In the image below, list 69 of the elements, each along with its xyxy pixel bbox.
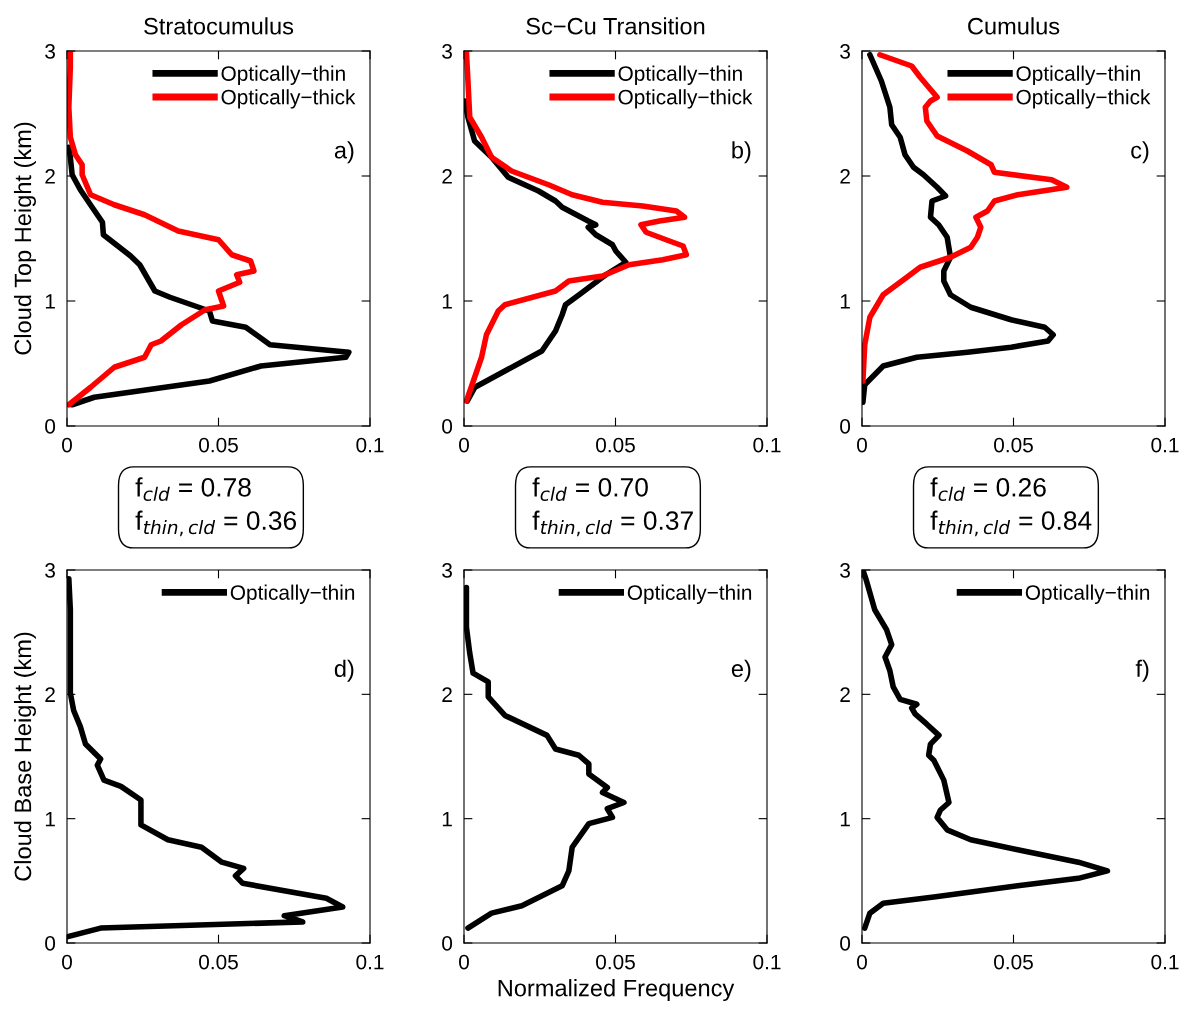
- y-tick-label: 2: [442, 687, 452, 702]
- text: f$_{thin,cld}$ = 0.37: [532, 510, 693, 537]
- x-tick-label: 0: [459, 954, 469, 970]
- x-axis-title: Normalized Frequency: [498, 979, 735, 1002]
- legend-label: Optically−thick: [618, 89, 753, 109]
- legend-label: Optically−thin: [230, 584, 355, 604]
- x-tick-label: 0.1: [753, 437, 781, 453]
- text: f$_{cld}$ = 0.70: [532, 477, 648, 501]
- legend-label: Optically−thin: [221, 65, 345, 85]
- annotation: b): [732, 141, 751, 164]
- x-tick-label: 0: [62, 437, 72, 453]
- y-axis-title: Cloud Base Height (km): [13, 632, 36, 881]
- chart-title: Stratocumulus: [144, 17, 294, 35]
- text: f$_{cld}$ = 0.26: [930, 477, 1046, 501]
- y-tick-label: 3: [442, 44, 452, 59]
- x-tick-label: 0.1: [356, 954, 384, 970]
- text: f$_{thin,cld}$ = 0.84: [930, 510, 1092, 537]
- x-tick-label: 0.05: [994, 437, 1033, 453]
- y-tick-label: 0: [442, 936, 453, 951]
- y-tick-label: 3: [45, 44, 55, 59]
- y-tick-label: 0: [840, 419, 851, 434]
- x-tick-label: 0: [459, 437, 469, 453]
- text: f$_{cld}$ = 0.78: [135, 477, 251, 501]
- legend-label: Optically−thin: [1025, 584, 1150, 604]
- y-tick-label: 3: [840, 563, 850, 578]
- y-tick-label: 0: [840, 936, 851, 951]
- y-tick-label: 1: [45, 294, 55, 309]
- annotation: c): [1131, 141, 1149, 164]
- annotation: a): [334, 141, 354, 164]
- y-tick-label: 3: [442, 563, 452, 578]
- y-tick-label: 2: [442, 169, 452, 184]
- x-tick-label: 0: [857, 954, 867, 970]
- y-tick-label: 1: [45, 811, 55, 827]
- y-axis-title: Cloud Top Height (km): [13, 122, 36, 355]
- x-tick-label: 0.1: [753, 954, 781, 970]
- y-tick-label: 1: [442, 294, 452, 309]
- legend-label: Optically−thin: [627, 584, 752, 604]
- y-tick-label: 2: [45, 687, 55, 702]
- x-tick-label: 0.1: [1151, 954, 1179, 970]
- y-tick-label: 3: [45, 563, 55, 578]
- legend-label: Optically−thin: [1016, 65, 1140, 85]
- y-tick-label: 2: [840, 169, 850, 184]
- legend-label: Optically−thin: [618, 65, 742, 85]
- chart-title: Sc−Cu Transition: [526, 17, 705, 35]
- y-tick-label: 0: [45, 419, 56, 434]
- annotation: d): [334, 659, 354, 682]
- y-tick-label: 1: [840, 811, 850, 827]
- annotation: e): [731, 659, 751, 682]
- x-tick-label: 0: [62, 954, 72, 970]
- x-tick-label: 0.05: [596, 437, 635, 453]
- y-tick-label: 3: [840, 44, 850, 59]
- x-tick-label: 0.05: [199, 954, 238, 970]
- y-tick-label: 2: [840, 687, 850, 702]
- annotation: f): [1135, 659, 1149, 682]
- y-tick-label: 1: [442, 811, 452, 827]
- y-tick-label: 1: [840, 294, 850, 309]
- x-tick-label: 0.05: [596, 954, 635, 970]
- x-tick-label: 0.1: [1151, 437, 1179, 453]
- x-tick-label: 0.05: [199, 437, 238, 453]
- x-tick-label: 0.1: [356, 437, 384, 453]
- legend-label: Optically−thick: [1016, 89, 1151, 109]
- chart-title: Cumulus: [968, 17, 1060, 35]
- y-tick-label: 0: [442, 419, 453, 434]
- x-tick-label: 0.05: [994, 954, 1033, 970]
- y-tick-label: 2: [45, 169, 55, 184]
- x-tick-label: 0: [857, 437, 867, 453]
- y-tick-label: 0: [45, 936, 56, 951]
- text: f$_{thin,cld}$ = 0.36: [135, 510, 297, 537]
- legend-label: Optically−thick: [221, 89, 356, 109]
